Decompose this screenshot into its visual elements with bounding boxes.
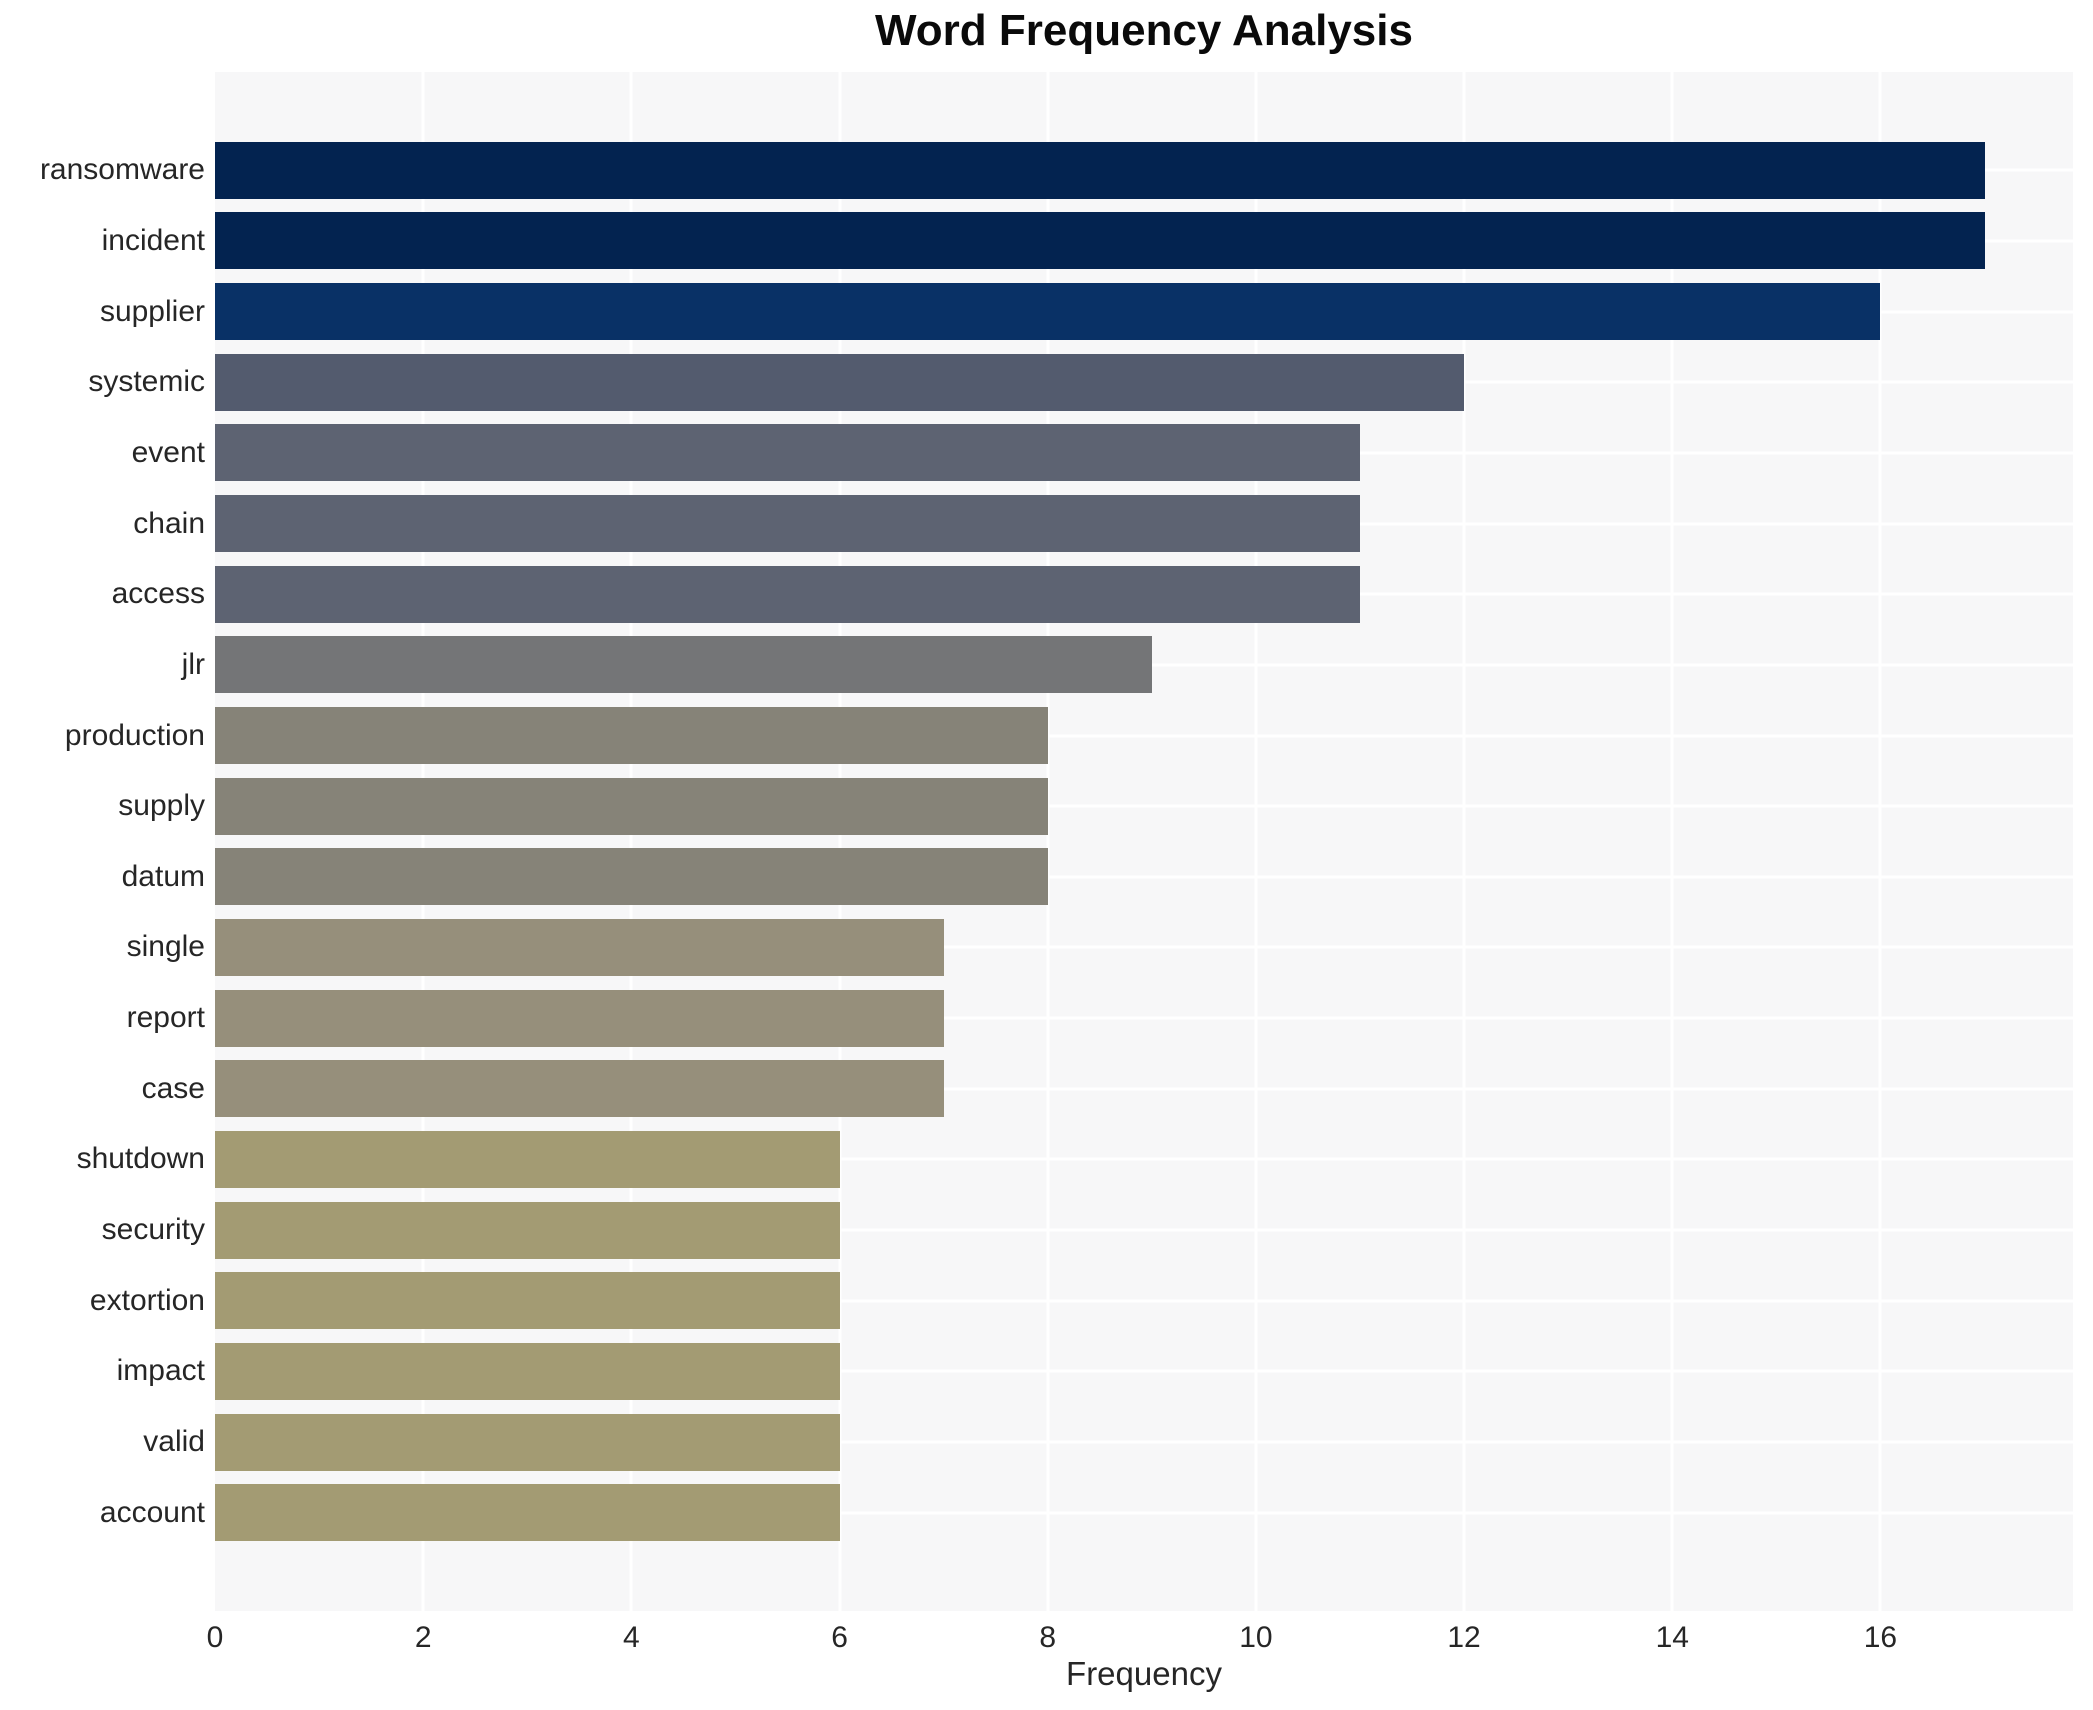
bar-jlr bbox=[215, 636, 1152, 694]
y-tick-label: datum bbox=[121, 859, 205, 893]
vertical-gridline bbox=[1046, 72, 1050, 1611]
y-tick-label: production bbox=[64, 718, 205, 752]
horizontal-gridline bbox=[215, 1157, 2073, 1161]
bar-systemic bbox=[215, 353, 1465, 411]
x-tick-label: 12 bbox=[1447, 1621, 1481, 1654]
y-tick-label: case bbox=[141, 1071, 205, 1105]
y-axis-labels: ransomware incident supplier systemic event c… bbox=[0, 72, 205, 1611]
y-tick-label: supply bbox=[118, 789, 205, 823]
y-tick-label: systemic bbox=[88, 365, 205, 399]
horizontal-gridline bbox=[215, 1511, 2073, 1515]
bar-account bbox=[215, 1484, 840, 1542]
x-tick-label: 2 bbox=[414, 1621, 432, 1654]
y-tick-label: jlr bbox=[181, 647, 205, 681]
bar-incident bbox=[215, 212, 1985, 270]
y-tick-label: report bbox=[126, 1001, 205, 1035]
vertical-gridline bbox=[421, 72, 425, 1611]
y-tick-label: account bbox=[99, 1495, 205, 1529]
bar-datum bbox=[215, 848, 1048, 906]
x-axis-label: Frequency bbox=[1066, 1655, 1222, 1692]
bar-supplier bbox=[215, 283, 1881, 341]
y-tick-label: security bbox=[101, 1213, 205, 1247]
y-tick-label: supplier bbox=[99, 294, 205, 328]
horizontal-gridline bbox=[215, 1299, 2073, 1303]
bar-production bbox=[215, 707, 1048, 765]
x-tick-label: 0 bbox=[206, 1621, 224, 1654]
horizontal-gridline bbox=[215, 1087, 2073, 1091]
y-tick-label: extortion bbox=[89, 1283, 205, 1317]
bar-impact bbox=[215, 1342, 840, 1400]
x-tick-label: 14 bbox=[1655, 1621, 1689, 1654]
horizontal-gridline bbox=[215, 1440, 2073, 1444]
horizontal-gridline bbox=[215, 945, 2073, 949]
y-tick-label: access bbox=[111, 577, 205, 611]
bar-report bbox=[215, 989, 944, 1047]
bar-case bbox=[215, 1060, 944, 1118]
bar-security bbox=[215, 1201, 840, 1259]
chart-title: Word Frequency Analysis bbox=[875, 6, 1413, 55]
bar-shutdown bbox=[215, 1130, 840, 1188]
bar-extortion bbox=[215, 1272, 840, 1330]
bar-ransomware bbox=[215, 141, 1985, 199]
horizontal-gridline bbox=[215, 734, 2073, 738]
bar-valid bbox=[215, 1413, 840, 1471]
horizontal-gridline bbox=[215, 1228, 2073, 1232]
vertical-gridline bbox=[838, 72, 842, 1611]
vertical-gridline bbox=[629, 72, 633, 1611]
vertical-gridline bbox=[1254, 72, 1258, 1611]
y-tick-label: shutdown bbox=[76, 1142, 205, 1176]
x-tick-label: 8 bbox=[1039, 1621, 1057, 1654]
vertical-gridline bbox=[1670, 72, 1674, 1611]
y-tick-label: incident bbox=[101, 223, 205, 257]
x-tick-label: 4 bbox=[623, 1621, 640, 1654]
y-tick-label: valid bbox=[143, 1425, 205, 1459]
vertical-gridline bbox=[1878, 72, 1882, 1611]
bar-single bbox=[215, 918, 944, 976]
plot-area bbox=[215, 72, 2073, 1611]
y-tick-label: ransomware bbox=[39, 153, 205, 187]
bar-access bbox=[215, 565, 1360, 623]
x-axis-ticks: 0 2 4 6 8 10 12 14 16 bbox=[207, 1611, 2073, 1657]
bar-chain bbox=[215, 495, 1360, 553]
x-tick-label: 10 bbox=[1239, 1621, 1273, 1654]
y-tick-label: impact bbox=[116, 1354, 205, 1388]
y-tick-label: event bbox=[131, 435, 205, 469]
horizontal-gridline bbox=[215, 875, 2073, 879]
x-tick-label: 6 bbox=[831, 1621, 848, 1654]
horizontal-gridline bbox=[215, 1369, 2073, 1373]
bar-event bbox=[215, 424, 1360, 482]
y-tick-label: single bbox=[126, 930, 205, 964]
bar-supply bbox=[215, 777, 1048, 835]
x-tick-label: 16 bbox=[1863, 1621, 1898, 1654]
vertical-gridline bbox=[1462, 72, 1466, 1611]
horizontal-gridline bbox=[215, 804, 2073, 808]
horizontal-gridline bbox=[215, 1016, 2073, 1020]
y-tick-label: chain bbox=[133, 506, 205, 540]
